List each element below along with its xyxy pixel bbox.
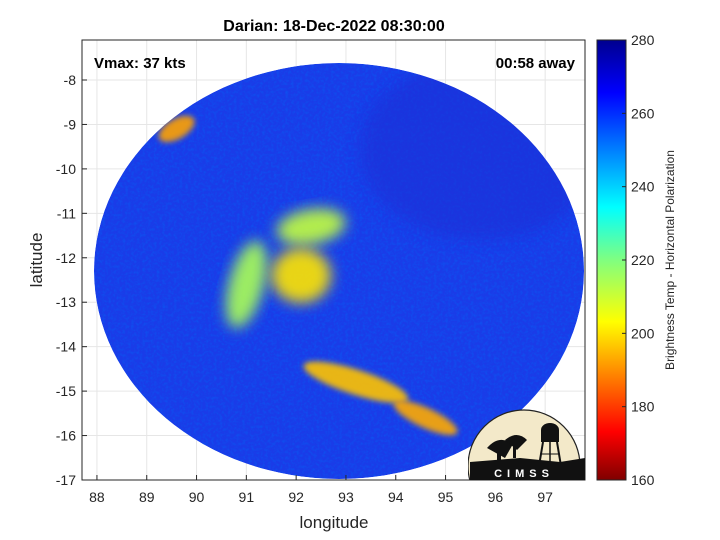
y-tick-label: -13 [56, 294, 76, 310]
colorbar-label: Brightness Temp - Horizontal Polarizatio… [663, 150, 677, 370]
y-tick-label: -8 [64, 72, 77, 88]
swath-image [94, 63, 584, 479]
colorbar-tick-label: 200 [631, 325, 655, 341]
feature-band-southeast [393, 400, 458, 436]
feature-eyewall-north [276, 208, 346, 245]
colorbar-tick-label: 180 [631, 399, 655, 415]
cimss-logo: CIMSS [468, 409, 585, 480]
colorbar-gradient [596, 39, 627, 481]
cimss-logo-text: CIMSS [494, 468, 554, 480]
y-tick-label: -17 [56, 472, 76, 488]
x-tick-label: 94 [388, 489, 404, 505]
y-tick-label: -12 [56, 250, 76, 266]
y-tick-label: -10 [56, 161, 76, 177]
x-axis-label: longitude [299, 513, 368, 532]
feature-band-south [303, 361, 409, 403]
plot-frame [81, 39, 586, 481]
y-tick-label: -16 [56, 428, 76, 444]
x-tick-label: 91 [239, 489, 255, 505]
x-tick-label: 96 [488, 489, 504, 505]
x-tick-label: 92 [288, 489, 304, 505]
colorbar-tick-label: 280 [631, 32, 655, 48]
x-tick-label: 95 [438, 489, 454, 505]
feature-rainband-west [225, 240, 267, 328]
chart-title: Darian: 18-Dec-2022 08:30:00 [223, 18, 445, 35]
colorbar-tick-label: 260 [631, 105, 655, 121]
axis-ticks: 88 89 90 91 92 93 94 95 96 97 -8 -9 -10 -11 -12 -13 -14 -… [56, 72, 553, 505]
time-away-annotation: 00:58 away [496, 55, 576, 72]
vmax-annotation: Vmax: 37 kts [94, 55, 186, 72]
feature-inner-core [271, 248, 332, 303]
feature-cell-northwest [158, 115, 195, 143]
y-tick-label: -14 [56, 339, 76, 355]
x-tick-label: 93 [338, 489, 354, 505]
y-tick-label: -9 [64, 116, 77, 132]
colorbar-tick-label: 220 [631, 252, 655, 268]
y-tick-label: -15 [56, 383, 76, 399]
x-tick-label: 89 [139, 489, 155, 505]
y-axis-label: latitude [27, 233, 46, 288]
x-tick-label: 88 [89, 489, 105, 505]
x-tick-label: 97 [537, 489, 553, 505]
colorbar-tick-label: 160 [631, 472, 655, 488]
colorbar: 160 180 200 220 240 260 280 Brightness Temp - … [596, 32, 677, 488]
x-tick-label: 90 [189, 489, 205, 505]
colorbar-tick-label: 240 [631, 179, 655, 195]
y-tick-label: -11 [57, 205, 76, 221]
